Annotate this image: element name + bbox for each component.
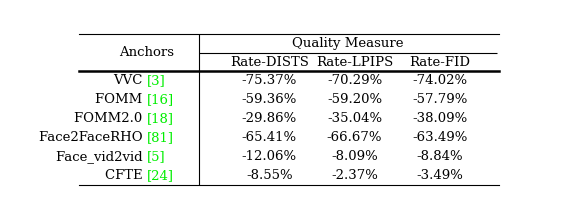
Text: [18]: [18] — [147, 112, 174, 125]
Text: -8.84%: -8.84% — [417, 150, 463, 163]
Text: [81]: [81] — [147, 131, 174, 144]
Text: -70.29%: -70.29% — [327, 74, 382, 87]
Text: -38.09%: -38.09% — [412, 112, 468, 125]
Text: [16]: [16] — [147, 93, 174, 106]
Text: Anchors: Anchors — [120, 46, 174, 59]
Text: -8.09%: -8.09% — [331, 150, 378, 163]
Text: -8.55%: -8.55% — [246, 169, 293, 182]
Text: -63.49%: -63.49% — [412, 131, 468, 144]
Text: -12.06%: -12.06% — [242, 150, 297, 163]
Text: Rate-DISTS: Rate-DISTS — [230, 56, 309, 68]
Text: -75.37%: -75.37% — [242, 74, 297, 87]
Text: -29.86%: -29.86% — [242, 112, 297, 125]
Text: [24]: [24] — [147, 169, 174, 182]
Text: Rate-LPIPS: Rate-LPIPS — [316, 56, 393, 68]
Text: Face_vid2vid: Face_vid2vid — [56, 150, 147, 163]
Text: Rate-FID: Rate-FID — [409, 56, 470, 68]
Text: FOMM: FOMM — [95, 93, 147, 106]
Text: Quality Measure: Quality Measure — [292, 37, 404, 50]
Text: FOMM2.0: FOMM2.0 — [74, 112, 147, 125]
Text: Face2FaceRHO: Face2FaceRHO — [39, 131, 147, 144]
Text: [3]: [3] — [147, 74, 166, 87]
Text: -2.37%: -2.37% — [331, 169, 378, 182]
Text: [5]: [5] — [147, 150, 166, 163]
Text: -66.67%: -66.67% — [327, 131, 382, 144]
Text: -59.36%: -59.36% — [242, 93, 297, 106]
Text: -57.79%: -57.79% — [412, 93, 468, 106]
Text: -3.49%: -3.49% — [416, 169, 463, 182]
Text: -59.20%: -59.20% — [327, 93, 382, 106]
Text: -74.02%: -74.02% — [412, 74, 468, 87]
Text: -35.04%: -35.04% — [327, 112, 382, 125]
Text: -65.41%: -65.41% — [242, 131, 297, 144]
Text: VVC: VVC — [113, 74, 147, 87]
Text: CFTE: CFTE — [105, 169, 147, 182]
